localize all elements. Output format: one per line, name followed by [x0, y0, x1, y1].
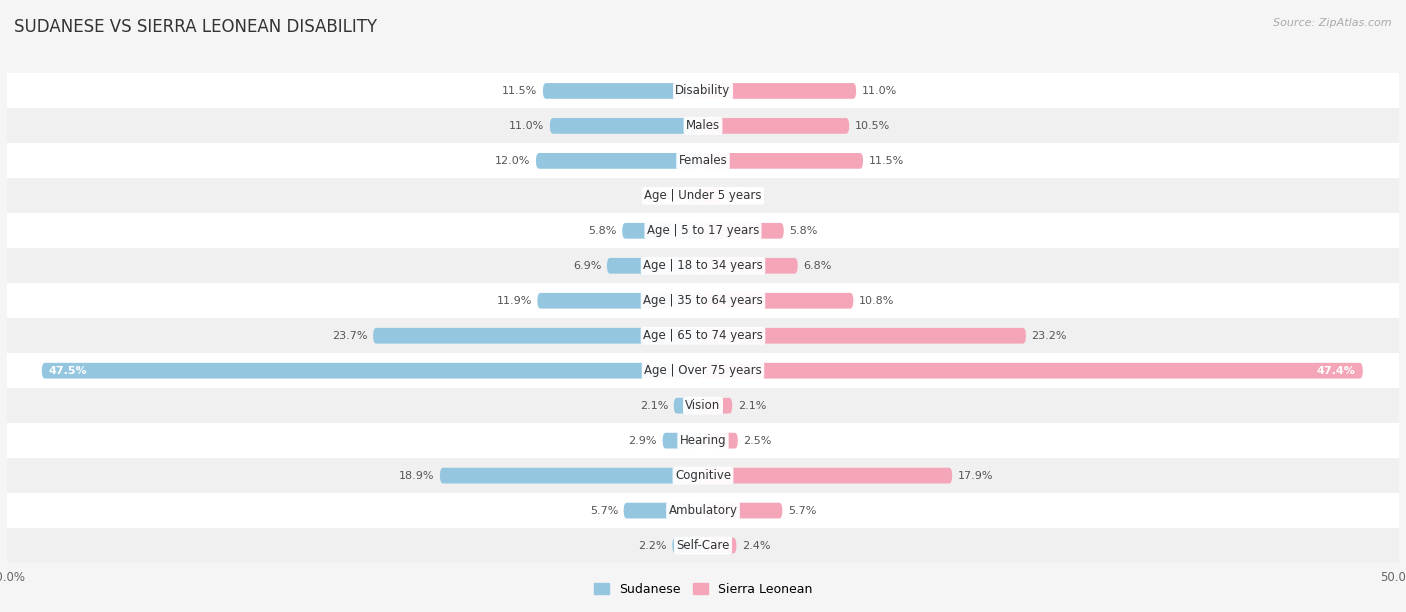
Text: 23.7%: 23.7% [332, 330, 367, 341]
Bar [7, 178, 1399, 214]
Text: 17.9%: 17.9% [957, 471, 993, 480]
Text: 23.2%: 23.2% [1032, 330, 1067, 341]
Text: 11.5%: 11.5% [869, 156, 904, 166]
Text: 2.1%: 2.1% [640, 401, 668, 411]
Text: Age | 5 to 17 years: Age | 5 to 17 years [647, 225, 759, 237]
FancyBboxPatch shape [703, 188, 720, 204]
FancyBboxPatch shape [624, 502, 703, 518]
Text: Ambulatory: Ambulatory [668, 504, 738, 517]
Bar [7, 318, 1399, 353]
Bar [7, 528, 1399, 563]
Text: Age | Under 5 years: Age | Under 5 years [644, 189, 762, 203]
FancyBboxPatch shape [688, 188, 703, 204]
Text: 10.8%: 10.8% [859, 296, 894, 306]
Text: 6.9%: 6.9% [574, 261, 602, 271]
Bar [7, 388, 1399, 423]
Text: 1.2%: 1.2% [725, 191, 754, 201]
FancyBboxPatch shape [703, 223, 783, 239]
Text: 2.9%: 2.9% [628, 436, 657, 446]
Bar [7, 423, 1399, 458]
FancyBboxPatch shape [440, 468, 703, 483]
Text: Cognitive: Cognitive [675, 469, 731, 482]
Text: 5.7%: 5.7% [589, 506, 619, 515]
Text: Disability: Disability [675, 84, 731, 97]
FancyBboxPatch shape [537, 293, 703, 308]
FancyBboxPatch shape [703, 83, 856, 99]
Text: 6.8%: 6.8% [803, 261, 831, 271]
Bar [7, 108, 1399, 143]
Text: 11.0%: 11.0% [509, 121, 544, 131]
Text: Age | Over 75 years: Age | Over 75 years [644, 364, 762, 377]
Text: 1.1%: 1.1% [654, 191, 682, 201]
FancyBboxPatch shape [607, 258, 703, 274]
Bar [7, 248, 1399, 283]
FancyBboxPatch shape [673, 398, 703, 414]
FancyBboxPatch shape [703, 363, 1362, 379]
Text: Females: Females [679, 154, 727, 167]
Text: 5.7%: 5.7% [787, 506, 817, 515]
Text: Age | 35 to 64 years: Age | 35 to 64 years [643, 294, 763, 307]
Text: 2.2%: 2.2% [638, 540, 666, 551]
Text: 2.5%: 2.5% [744, 436, 772, 446]
FancyBboxPatch shape [42, 363, 703, 379]
Bar [7, 493, 1399, 528]
Bar [7, 73, 1399, 108]
FancyBboxPatch shape [703, 328, 1026, 343]
Text: 11.5%: 11.5% [502, 86, 537, 96]
Bar [7, 143, 1399, 178]
FancyBboxPatch shape [662, 433, 703, 449]
Text: Age | 65 to 74 years: Age | 65 to 74 years [643, 329, 763, 342]
Legend: Sudanese, Sierra Leonean: Sudanese, Sierra Leonean [589, 578, 817, 601]
Text: Hearing: Hearing [679, 434, 727, 447]
Text: 11.0%: 11.0% [862, 86, 897, 96]
FancyBboxPatch shape [703, 258, 797, 274]
FancyBboxPatch shape [543, 83, 703, 99]
Text: Vision: Vision [685, 399, 721, 412]
Text: SUDANESE VS SIERRA LEONEAN DISABILITY: SUDANESE VS SIERRA LEONEAN DISABILITY [14, 18, 377, 36]
Text: Source: ZipAtlas.com: Source: ZipAtlas.com [1274, 18, 1392, 28]
FancyBboxPatch shape [536, 153, 703, 169]
Text: Age | 18 to 34 years: Age | 18 to 34 years [643, 259, 763, 272]
FancyBboxPatch shape [703, 502, 782, 518]
Text: 47.5%: 47.5% [49, 366, 87, 376]
Text: Self-Care: Self-Care [676, 539, 730, 552]
Text: 18.9%: 18.9% [399, 471, 434, 480]
Text: 5.8%: 5.8% [789, 226, 818, 236]
Bar [7, 458, 1399, 493]
Text: 47.4%: 47.4% [1317, 366, 1355, 376]
Text: 12.0%: 12.0% [495, 156, 530, 166]
FancyBboxPatch shape [703, 433, 738, 449]
Text: 5.8%: 5.8% [588, 226, 617, 236]
FancyBboxPatch shape [703, 153, 863, 169]
Text: 11.9%: 11.9% [496, 296, 531, 306]
FancyBboxPatch shape [703, 468, 952, 483]
Bar [7, 283, 1399, 318]
FancyBboxPatch shape [703, 538, 737, 553]
FancyBboxPatch shape [373, 328, 703, 343]
FancyBboxPatch shape [672, 538, 703, 553]
FancyBboxPatch shape [703, 293, 853, 308]
FancyBboxPatch shape [623, 223, 703, 239]
Text: 2.1%: 2.1% [738, 401, 766, 411]
Bar [7, 214, 1399, 248]
Bar [7, 353, 1399, 388]
Text: 2.4%: 2.4% [742, 540, 770, 551]
FancyBboxPatch shape [703, 118, 849, 134]
Text: 10.5%: 10.5% [855, 121, 890, 131]
FancyBboxPatch shape [550, 118, 703, 134]
FancyBboxPatch shape [703, 398, 733, 414]
Text: Males: Males [686, 119, 720, 132]
